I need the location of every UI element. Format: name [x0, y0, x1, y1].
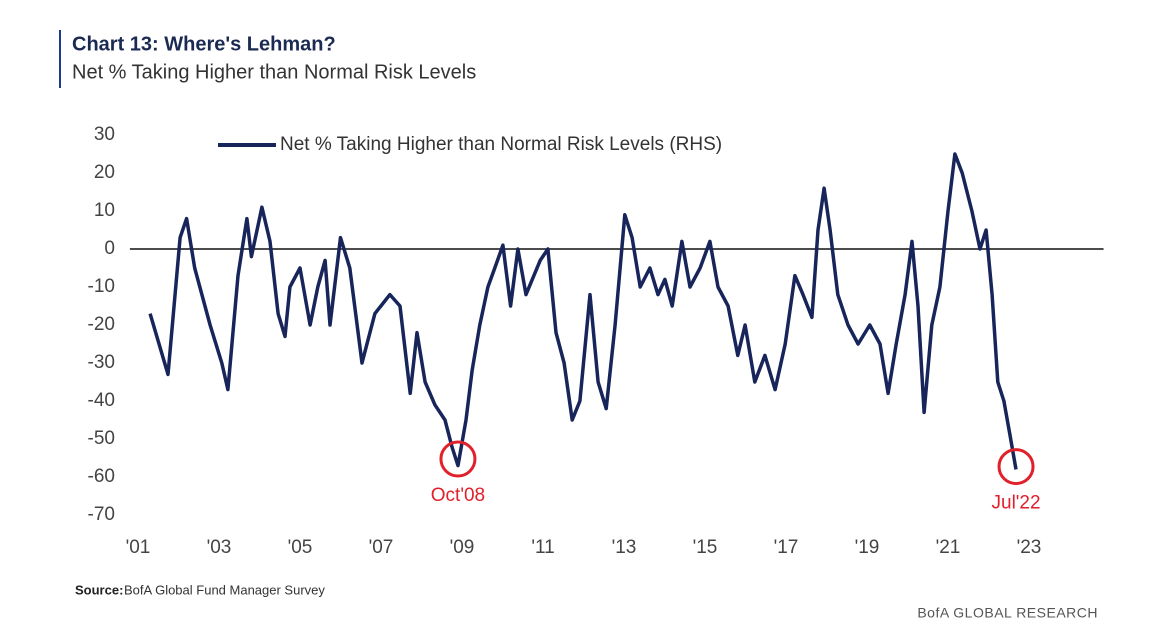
annotation-circle: [997, 448, 1035, 486]
x-tick-label: '21: [936, 537, 961, 558]
y-tick-label: -60: [88, 466, 115, 487]
y-tick-label: -70: [88, 504, 115, 525]
chart-subtitle: Net % Taking Higher than Normal Risk Lev…: [72, 61, 476, 83]
x-tick-label: '03: [207, 537, 232, 558]
annotation-label: Jul'22: [992, 493, 1041, 514]
y-tick-label: -20: [88, 314, 115, 335]
x-tick-label: '05: [288, 537, 313, 558]
footer: BofA GLOBAL RESEARCH: [917, 605, 1098, 621]
y-tick-label: -40: [88, 390, 115, 411]
source-label: Source:: [75, 582, 123, 597]
y-tick-label: 10: [94, 200, 115, 221]
y-tick-label: -50: [88, 428, 115, 449]
y-tick-label: 30: [94, 124, 115, 145]
y-tick-label: -10: [88, 276, 115, 297]
line-series: [148, 152, 1018, 470]
annotation-label: Oct'08: [431, 485, 485, 506]
x-tick-label: '07: [369, 537, 394, 558]
x-tick-label: '11: [531, 537, 554, 558]
x-tick-label: '17: [774, 537, 799, 558]
y-tick-label: 0: [104, 238, 115, 259]
x-tick-label: '09: [450, 537, 475, 558]
annotation-circle: [439, 440, 477, 478]
legend-label: Net % Taking Higher than Normal Risk Lev…: [280, 134, 722, 155]
x-tick-label: '13: [612, 537, 637, 558]
y-tick-label: 20: [94, 162, 115, 183]
chart-title: Chart 13: Where's Lehman?: [72, 33, 336, 55]
x-tick-label: '15: [693, 537, 718, 558]
x-tick-label: '01: [126, 537, 151, 558]
title-bar: [59, 30, 61, 88]
y-tick-label: -30: [88, 352, 115, 373]
x-tick-label: '23: [1017, 537, 1042, 558]
x-tick-label: '19: [855, 537, 880, 558]
source: BofA Global Fund Manager Survey: [124, 582, 325, 597]
